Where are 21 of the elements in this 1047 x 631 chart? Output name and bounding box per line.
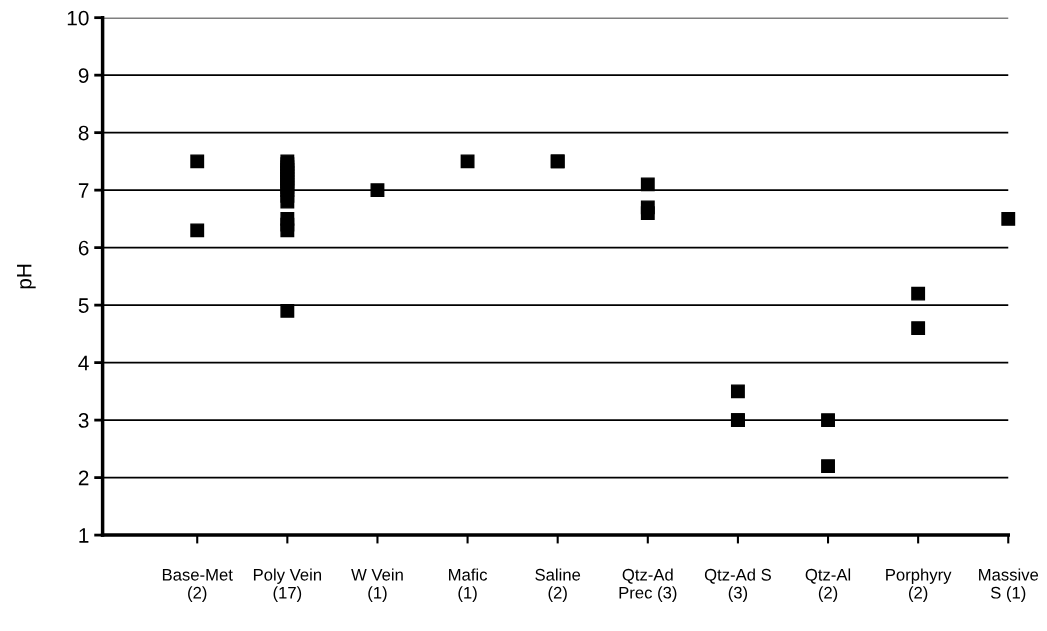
x-tick-label: W Vein (1) — [351, 568, 403, 602]
x-tick-label: Mafic (1) — [449, 568, 488, 602]
x-tick-label: Base-Met (2) — [162, 569, 233, 602]
x-tick-label: Porphyry (2) — [886, 568, 952, 602]
y-axis-title: pH — [17, 264, 36, 289]
y-tick-label: 4 — [78, 355, 89, 371]
y-tick-label: 8 — [78, 125, 89, 141]
y-tick-label: 2 — [78, 470, 89, 486]
y-tick-label: 1 — [79, 528, 89, 543]
y-tick-label: 9 — [78, 68, 89, 83]
x-tick-label: Massive S (1) — [979, 568, 1039, 602]
x-tick-label: Poly Vein (17) — [253, 568, 322, 602]
y-tick-label: 5 — [78, 298, 89, 313]
y-tick-label: 6 — [78, 240, 89, 256]
y-tick-label: 10 — [67, 10, 89, 26]
x-tick-label: Saline (2) — [535, 568, 581, 602]
y-tick-label: 3 — [78, 413, 89, 428]
x-tick-label: Qtz-Ad S (3) — [704, 568, 771, 602]
x-tick-label: Qtz-Ad Prec (3) — [619, 568, 677, 602]
y-tick-label: 7 — [78, 183, 89, 198]
x-tick-label: Qtz-Al (2) — [805, 568, 851, 602]
